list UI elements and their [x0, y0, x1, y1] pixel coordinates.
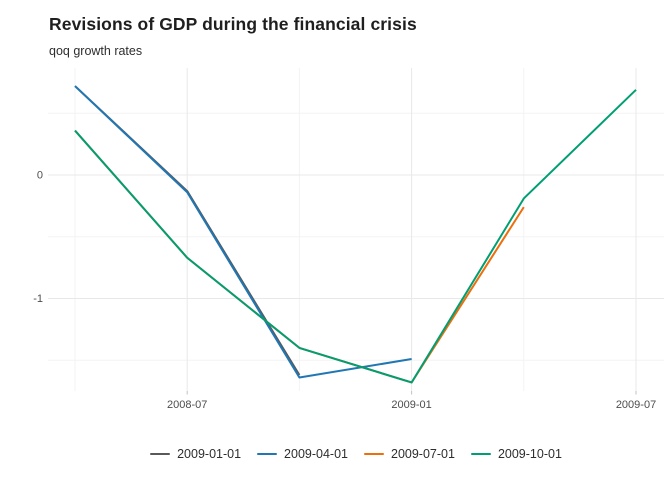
series-line-2009-04-01	[74, 85, 412, 379]
legend-key-line-2009-04-01	[257, 453, 278, 455]
legend: 2009-01-01 2009-04-01 2009-07-01 2009-10-01	[48, 444, 664, 464]
legend-item-2009-01-01: 2009-01-01	[150, 447, 241, 461]
chart-title: Revisions of GDP during the financial cr…	[49, 14, 417, 34]
legend-key-line-2009-07-01	[364, 453, 384, 455]
legend-label: 2009-07-01	[391, 447, 455, 461]
x-tick-label: 2008-07	[167, 399, 207, 411]
chart-subtitle: qoq growth rates	[49, 44, 143, 58]
legend-label: 2009-01-01	[177, 447, 242, 461]
legend-item-2009-04-01: 2009-04-01	[257, 447, 348, 461]
legend-item-2009-07-01: 2009-07-01	[364, 447, 455, 461]
legend-label: 2009-04-01	[284, 447, 348, 461]
legend-key-line-2009-01-01	[150, 453, 171, 455]
y-tick-label: -1	[33, 293, 43, 305]
x-tick-label: 2009-07	[616, 399, 656, 411]
y-tick-label: 0	[37, 170, 43, 182]
legend-key-line-2009-10-01	[470, 453, 491, 455]
legend-item-2009-10-01: 2009-10-01	[470, 447, 562, 461]
series-line-2009-10-01	[74, 89, 637, 384]
legend-label: 2009-10-01	[497, 447, 562, 461]
x-tick-label: 2009-01	[391, 399, 431, 411]
